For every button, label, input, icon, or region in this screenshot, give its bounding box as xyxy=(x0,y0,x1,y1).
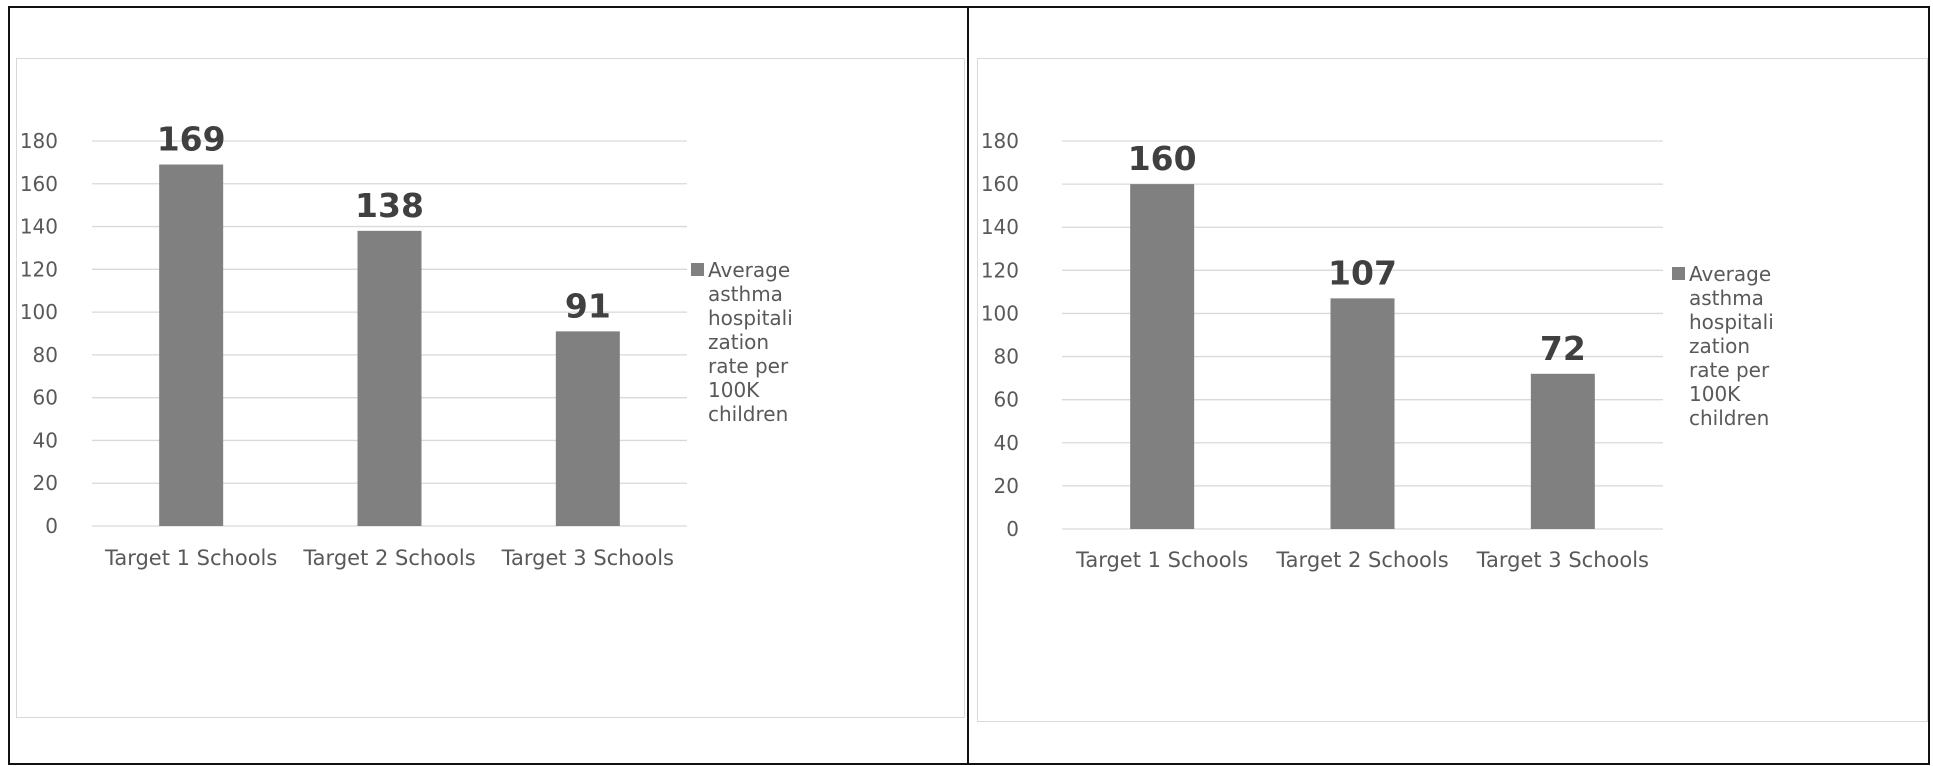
legend-swatch xyxy=(691,263,704,276)
legend-text-line: asthma xyxy=(708,282,783,306)
y-tick-label: 60 xyxy=(994,388,1019,412)
legend-text-line: zation xyxy=(1689,334,1750,358)
x-category-label: Target 1 Schools xyxy=(1075,548,1248,572)
y-tick-label: 120 xyxy=(981,258,1019,282)
y-tick-label: 80 xyxy=(994,345,1019,369)
y-axis-tick-labels: 0 20 40 60 80 100 120 140 160 180 xyxy=(981,129,1019,541)
y-tick-label: 0 xyxy=(45,514,58,538)
legend-text-line: children xyxy=(1689,406,1769,430)
y-tick-label: 40 xyxy=(994,431,1019,455)
y-tick-label: 100 xyxy=(20,300,58,324)
legend-text-line: Average xyxy=(1689,262,1771,286)
data-labels: 160 107 72 xyxy=(1128,139,1586,368)
bar xyxy=(1330,298,1395,529)
legend-text-line: rate per xyxy=(708,354,789,378)
x-category-label: Target 2 Schools xyxy=(1275,548,1448,572)
y-tick-label: 40 xyxy=(33,428,58,452)
legend-text-line: Average xyxy=(708,258,790,282)
legend-text-line: rate per xyxy=(1689,358,1770,382)
y-tick-label: 140 xyxy=(981,215,1019,239)
y-tick-label: 80 xyxy=(33,343,58,367)
data-label: 169 xyxy=(157,120,226,159)
y-tick-label: 140 xyxy=(20,215,58,239)
legend-text-line: 100K xyxy=(1689,382,1741,406)
bar xyxy=(1530,373,1595,529)
bars xyxy=(159,164,620,527)
outer-frame xyxy=(8,6,1930,765)
legend-text-line: asthma xyxy=(1689,286,1764,310)
data-labels: 169 138 91 xyxy=(157,120,611,326)
legend-swatch xyxy=(1672,267,1685,280)
x-category-label: Target 2 Schools xyxy=(302,546,475,570)
bar-chart-left: 0 20 40 60 80 100 120 140 160 180 169 138 91 Target 1… xyxy=(20,120,793,570)
y-tick-label: 20 xyxy=(994,474,1019,498)
bar xyxy=(1130,184,1195,529)
y-tick-label: 100 xyxy=(981,301,1019,325)
x-category-label: Target 3 Schools xyxy=(501,546,674,570)
bar xyxy=(357,230,422,527)
x-axis-category-labels: Target 1 Schools Target 2 Schools Target 3… xyxy=(104,546,674,570)
data-label: 107 xyxy=(1328,253,1397,292)
chart-panel-left: 0 20 40 60 80 100 120 140 160 180 169 138 91 Target 1… xyxy=(16,58,965,718)
y-tick-label: 180 xyxy=(981,129,1019,153)
data-label: 160 xyxy=(1128,139,1197,178)
frame-divider xyxy=(967,6,969,765)
data-label: 72 xyxy=(1540,329,1586,368)
bars xyxy=(1130,184,1595,529)
legend-text-line: hospitali xyxy=(708,306,793,330)
y-tick-label: 180 xyxy=(20,129,58,153)
data-label: 91 xyxy=(565,286,611,325)
y-tick-label: 120 xyxy=(20,257,58,281)
legend-text-line: children xyxy=(708,402,788,426)
bar-chart-right: 0 20 40 60 80 100 120 140 160 180 160 107 72 Target 1… xyxy=(981,129,1774,572)
legend-text-line: 100K xyxy=(708,378,760,402)
x-axis-category-labels: Target 1 Schools Target 2 Schools Target 3… xyxy=(1075,548,1649,572)
bar xyxy=(555,331,620,526)
legend-text-line: hospitali xyxy=(1689,310,1774,334)
data-label: 138 xyxy=(355,186,424,225)
y-tick-label: 20 xyxy=(33,471,58,495)
y-tick-label: 160 xyxy=(981,172,1019,196)
x-category-label: Target 1 Schools xyxy=(104,546,277,570)
legend-text-line: zation xyxy=(708,330,769,354)
x-category-label: Target 3 Schools xyxy=(1476,548,1649,572)
y-tick-label: 160 xyxy=(20,172,58,196)
bar xyxy=(159,164,224,526)
y-tick-label: 0 xyxy=(1006,517,1019,541)
y-axis-tick-labels: 0 20 40 60 80 100 120 140 160 180 xyxy=(20,129,58,538)
chart-panel-right: 0 20 40 60 80 100 120 140 160 180 160 107 72 Target 1… xyxy=(977,58,1928,722)
y-tick-label: 60 xyxy=(33,386,58,410)
